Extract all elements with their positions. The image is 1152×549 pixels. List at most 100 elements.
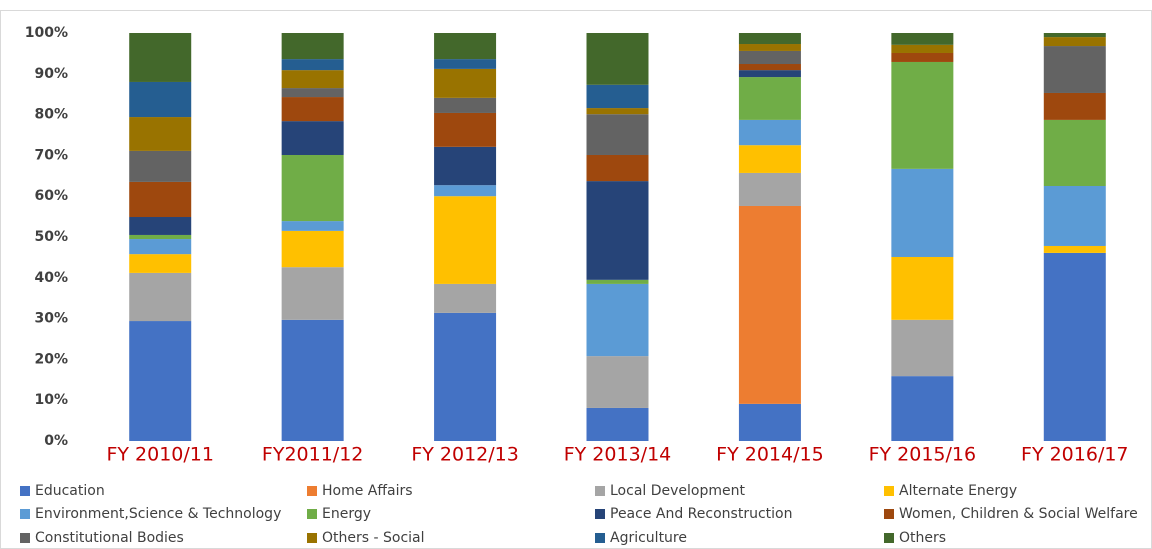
legend-label: Peace And Reconstruction	[610, 506, 792, 522]
bar-segment	[129, 234, 192, 240]
bar-segment	[434, 312, 497, 441]
bar-segment	[281, 88, 344, 98]
bar-segment	[434, 112, 497, 147]
bar-segment	[129, 321, 192, 441]
bar-segment	[1043, 37, 1106, 47]
bar-segment	[891, 44, 954, 53]
bar-segment	[891, 319, 954, 377]
y-tick-label: 90%	[34, 66, 68, 82]
legend-swatch	[20, 533, 30, 543]
bar-segment	[738, 70, 801, 78]
bar-segment	[891, 168, 954, 257]
x-tick-label: FY 2015/16	[869, 444, 977, 466]
bar-segment	[738, 33, 801, 45]
bar-segment	[891, 33, 954, 45]
bar-segment	[738, 77, 801, 120]
legend-swatch	[595, 509, 605, 519]
bar-segment	[586, 407, 649, 441]
legend-label: Home Affairs	[322, 483, 413, 499]
bar-segment	[586, 279, 649, 284]
bar-segment	[281, 97, 344, 122]
legend-label: Environment,Science & Technology	[35, 506, 281, 522]
bar-segment	[1043, 92, 1106, 120]
legend-label: Local Development	[610, 483, 745, 499]
bar-segment	[281, 319, 344, 441]
legend-swatch	[307, 509, 317, 519]
bar-segment	[129, 239, 192, 255]
bar-segment	[129, 217, 192, 235]
bar-segment	[434, 283, 497, 313]
bar-segment	[586, 114, 649, 155]
bar-segment	[281, 121, 344, 155]
legend-swatch	[307, 533, 317, 543]
bar-segment	[129, 272, 192, 322]
bar-segment	[586, 283, 649, 357]
legend-swatch	[884, 509, 894, 519]
bar-segment	[434, 97, 497, 113]
bar-segment	[738, 172, 801, 206]
bar-segment	[281, 59, 344, 71]
bar-segment	[129, 33, 192, 82]
legend-swatch	[595, 533, 605, 543]
legend-swatch	[884, 533, 894, 543]
y-tick-label: 10%	[34, 392, 68, 408]
bar-segment	[891, 256, 954, 320]
legend-swatch	[20, 509, 30, 519]
bar-segment	[129, 150, 192, 182]
y-tick-label: 0%	[44, 433, 68, 449]
bar-segment	[738, 403, 801, 441]
x-tick-label: FY 2016/17	[1021, 444, 1129, 466]
y-tick-label: 80%	[34, 107, 68, 123]
bar-segment	[891, 376, 954, 441]
x-tick-label: FY 2014/15	[716, 444, 824, 466]
bar-segment	[281, 230, 344, 268]
bar-segment	[586, 181, 649, 280]
bar-segment	[434, 68, 497, 98]
legend-swatch	[20, 486, 30, 496]
bar-segment	[434, 185, 497, 197]
x-tick-label: FY2011/12	[262, 444, 363, 466]
y-tick-label: 20%	[34, 351, 68, 367]
y-tick-label: 30%	[34, 311, 68, 327]
bar-segment	[738, 119, 801, 146]
legend-label: Agriculture	[610, 530, 687, 546]
legend-label: Others	[899, 530, 946, 546]
y-tick-label: 70%	[34, 147, 68, 163]
legend-label: Others - Social	[322, 530, 425, 546]
legend-swatch	[595, 486, 605, 496]
bar-segment	[281, 221, 344, 231]
bar-segment	[129, 254, 192, 273]
bar-segment	[1043, 252, 1106, 441]
bar-segment	[586, 84, 649, 109]
bar-segment	[434, 146, 497, 186]
legend-swatch	[884, 486, 894, 496]
x-tick-label: FY 2012/13	[411, 444, 519, 466]
legend-swatch	[307, 486, 317, 496]
bar-segment	[586, 154, 649, 182]
legend-label: Alternate Energy	[899, 483, 1017, 499]
legend-label: Women, Children & Social Welfare	[899, 506, 1138, 522]
bar-segment	[281, 70, 344, 89]
bar-segment	[1043, 46, 1106, 93]
bar-segment	[281, 267, 344, 320]
bar-segment	[129, 117, 192, 151]
bar-segment	[586, 108, 649, 115]
x-tick-label: FY 2010/11	[106, 444, 214, 466]
bar-segment	[1043, 119, 1106, 186]
legend-label: Education	[35, 483, 105, 499]
x-tick-label: FY 2013/14	[564, 444, 672, 466]
bar-segment	[129, 181, 192, 218]
bar-segment	[586, 33, 649, 85]
bar-segment	[738, 64, 801, 71]
bar-segment	[1043, 33, 1106, 38]
bar-segment	[738, 145, 801, 173]
bar-segment	[1043, 186, 1106, 246]
bar-segment	[434, 33, 497, 60]
bar-segment	[434, 59, 497, 69]
bar-segment	[738, 44, 801, 51]
legend-label: Constitutional Bodies	[35, 530, 184, 546]
y-tick-label: 50%	[34, 229, 68, 245]
bar-segment	[586, 356, 649, 408]
legend-label: Energy	[322, 506, 371, 522]
